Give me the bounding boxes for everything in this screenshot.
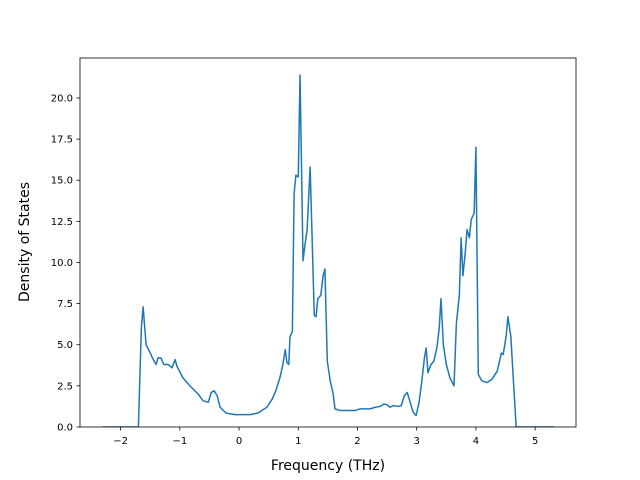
x-tick-label: 1 (295, 436, 301, 447)
x-tick-label: 0 (236, 436, 242, 447)
x-tick-label: 4 (473, 436, 479, 447)
y-tick-label: 12.5 (51, 217, 73, 228)
line-series (102, 74, 555, 427)
y-axis-label: Density of States (17, 182, 33, 302)
x-tick-label: 2 (354, 436, 360, 447)
y-tick-label: 7.5 (57, 299, 73, 310)
y-tick-label: 10.0 (51, 258, 73, 269)
y-tick-label: 5.0 (57, 340, 73, 351)
x-tick-label: 3 (414, 436, 420, 447)
y-tick-label: 0.0 (57, 423, 73, 434)
y-tick-label: 17.5 (51, 135, 73, 146)
plot-frame (79, 57, 577, 428)
y-tick-label: 20.0 (51, 93, 73, 104)
y-tick-label: 2.5 (57, 381, 73, 392)
x-axis-label: Frequency (THz) (271, 458, 385, 474)
x-tick-label: −2 (113, 436, 128, 447)
x-tick-label: −1 (172, 436, 187, 447)
y-tick-label: 15.0 (51, 176, 73, 187)
x-tick-label: 5 (532, 436, 538, 447)
